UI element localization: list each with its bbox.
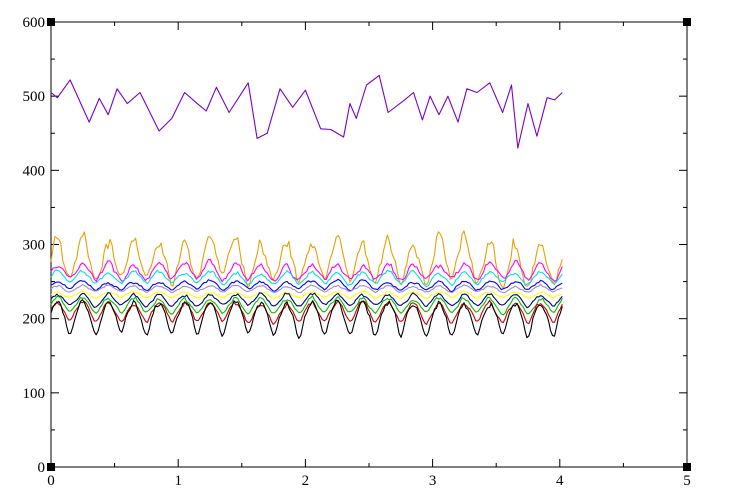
series-line-6 xyxy=(50,290,563,300)
x-tick-label: 3 xyxy=(429,473,437,489)
y-tick-label: 0 xyxy=(38,460,46,476)
frame-corner-markers xyxy=(47,18,691,471)
series-line-0 xyxy=(50,74,563,149)
tick-labels: 0 1 2 3 4 5 0 100 200 300 400 500 600 xyxy=(23,15,691,489)
y-tick-label: 400 xyxy=(23,163,46,179)
axis-ticks xyxy=(50,21,688,468)
corner-marker xyxy=(47,18,55,26)
x-tick-label: 1 xyxy=(174,473,182,489)
x-tick-label: 0 xyxy=(47,473,55,489)
series-line-10 xyxy=(50,299,563,339)
plot-frame xyxy=(50,21,688,468)
series-line-5 xyxy=(50,283,563,294)
series-line-7 xyxy=(50,292,563,309)
corner-marker xyxy=(47,463,55,471)
y-tick-label: 300 xyxy=(23,238,46,254)
series-line-2 xyxy=(50,258,563,283)
series-line-8 xyxy=(50,295,563,316)
x-tick-label: 2 xyxy=(302,473,310,489)
series-line-3 xyxy=(50,269,563,288)
y-tick-label: 600 xyxy=(23,15,46,31)
corner-marker xyxy=(683,463,691,471)
x-tick-label: 4 xyxy=(556,473,564,489)
y-tick-label: 500 xyxy=(23,89,46,105)
corner-marker xyxy=(683,18,691,26)
series-group xyxy=(50,74,563,339)
x-tick-label: 5 xyxy=(683,473,691,489)
series-line-4 xyxy=(50,278,563,293)
series-line-1 xyxy=(50,230,563,289)
y-tick-label: 100 xyxy=(23,386,46,402)
y-tick-label: 200 xyxy=(23,312,46,328)
